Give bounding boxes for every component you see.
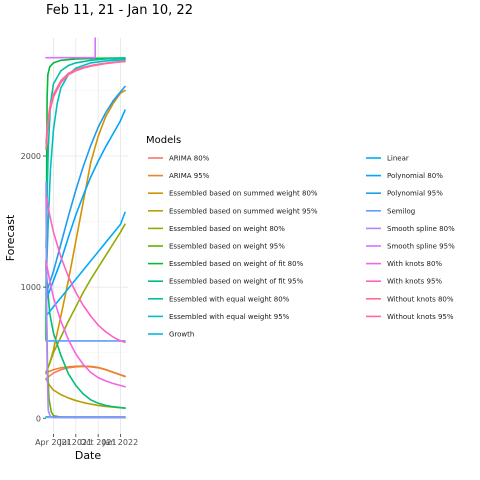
legend-label-12: Polynomial 80% [387, 172, 443, 180]
series-line-4 [45, 223, 126, 374]
legend-label-14: Semilog [387, 207, 415, 215]
x-tick-label: Apr 2021 [35, 438, 72, 447]
series-line-12 [45, 109, 126, 302]
chart-title: Feb 11, 21 - Jan 10, 22 [46, 3, 193, 18]
legend-label-7: Essembled based on weight of fit 95% [169, 278, 304, 286]
series-line-11 [45, 211, 126, 317]
legend-label-11: Linear [387, 155, 409, 163]
legend-label-13: Polynomial 95% [387, 190, 443, 198]
legend-label-18: With knots 95% [387, 278, 442, 286]
series-layer [45, 37, 126, 419]
legend-label-10: Growth [169, 331, 194, 339]
series-line-7 [45, 266, 126, 409]
legend-label-6: Essembled based on weight of fit 80% [169, 260, 304, 268]
x-tick-label: Jul 2021 [59, 438, 93, 447]
legend-label-17: With knots 80% [387, 260, 442, 268]
series-line-15 [45, 181, 126, 419]
legend-label-5: Essembled based on weight 95% [169, 243, 285, 251]
legend-label-20: Without knots 95% [387, 313, 454, 321]
series-line-18 [45, 194, 126, 344]
legend-label-4: Essembled based on weight 80% [169, 225, 285, 233]
x-axis-label: Date [75, 449, 102, 462]
series-line-2 [45, 89, 126, 374]
legend: Models ARIMA 80% ARIMA 95% Essembled based… [146, 135, 455, 339]
legend-title: Models [146, 135, 181, 146]
series-line-20 [45, 60, 126, 144]
legend-label-16: Smooth spline 95% [387, 243, 455, 251]
y-tick-label: 2000 [21, 152, 41, 161]
series-line-9 [45, 58, 126, 288]
legend-label-3: Essembled based on summed weight 95% [169, 207, 318, 215]
series-line-17 [45, 260, 126, 388]
legend-label-1: ARIMA 95% [169, 172, 210, 180]
legend-label-15: Smooth spline 80% [387, 225, 455, 233]
y-tick-label: 0 [36, 414, 41, 423]
legend-label-0: ARIMA 80% [169, 155, 210, 163]
series-line-1 [45, 365, 126, 378]
y-tick-label: 1000 [21, 283, 41, 292]
x-tick-label: Jan 2022 [102, 438, 138, 447]
legend-label-19: Without knots 80% [387, 295, 454, 303]
series-line-16 [45, 37, 96, 59]
legend-label-2: Essembled based on summed weight 80% [169, 190, 318, 198]
legend-label-9: Essembled with equal weight 95% [169, 313, 290, 321]
series-line-8 [45, 57, 126, 249]
legend-label-8: Essembled with equal weight 80% [169, 295, 290, 303]
y-axis-label: Forecast [4, 214, 17, 261]
series-line-13 [45, 85, 126, 295]
x-tick-label: Oct 2021 [80, 438, 117, 447]
